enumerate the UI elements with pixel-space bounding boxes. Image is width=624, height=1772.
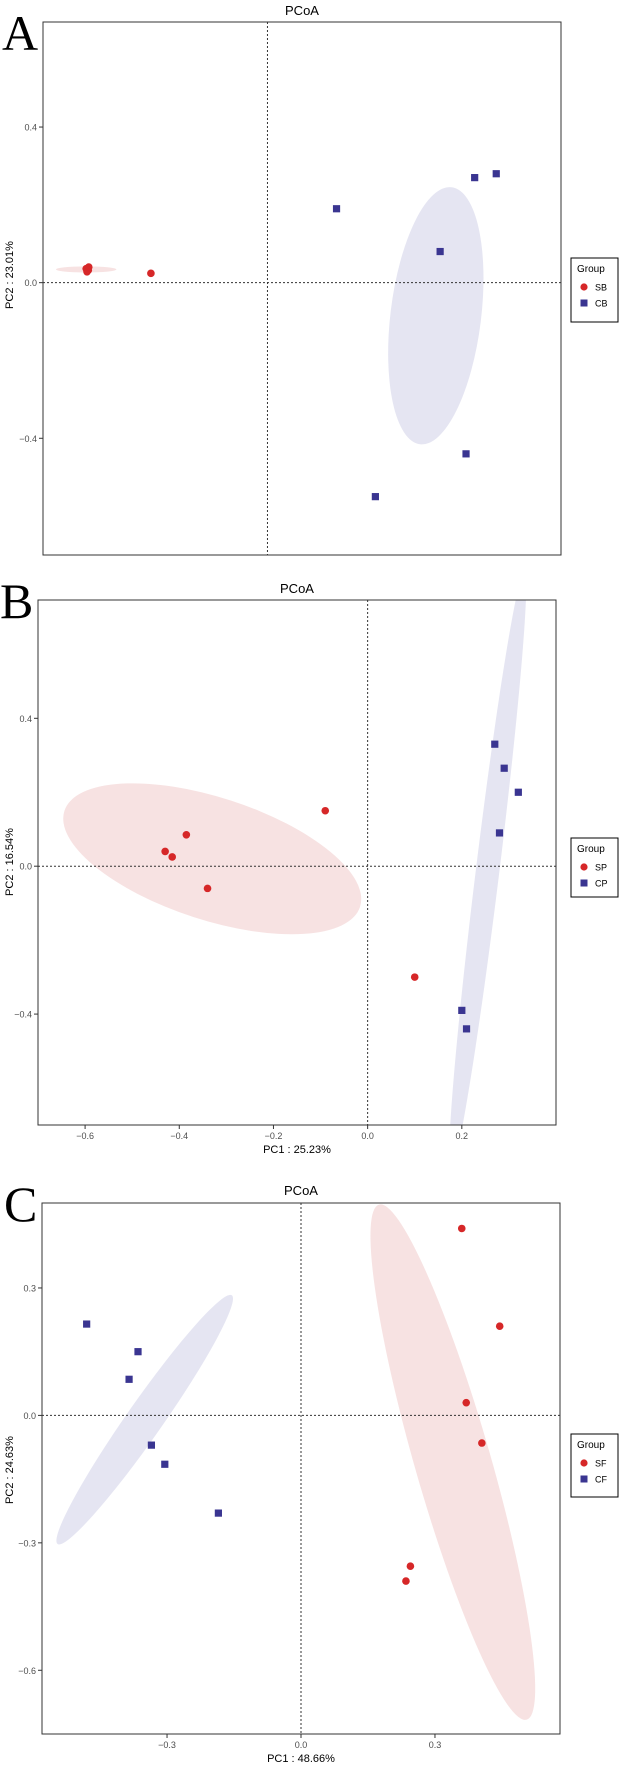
- data-point-cp: [500, 764, 508, 772]
- legend-key-sf: [580, 1459, 588, 1467]
- plot-frame: [37, 599, 557, 1126]
- data-point-sf: [402, 1577, 410, 1585]
- chart-title: PCoA: [280, 581, 314, 596]
- legend: Group SP CP: [570, 837, 619, 898]
- pcoa-panel-b: B PCoA −0.4 0.0 0.4 −0.6 −0.4 −0.2 0.0 0.2 PC1 : 2…: [0, 573, 619, 1156]
- ellipse-layer: [63, 600, 527, 1125]
- data-point-cb: [471, 174, 479, 182]
- y-tick-label: −0.4: [19, 434, 37, 444]
- data-point-cb: [462, 450, 470, 458]
- legend-key-sp: [580, 863, 588, 871]
- chart-title: PCoA: [285, 3, 319, 18]
- legend-box: [570, 1433, 619, 1498]
- data-point-sf: [495, 1322, 504, 1330]
- legend-key-sb: [580, 283, 588, 291]
- x-tick-label: −0.4: [170, 1131, 188, 1141]
- y-tick-label: 0.0: [19, 862, 32, 872]
- data-point-sf: [462, 1398, 471, 1407]
- data-point-cb: [332, 205, 341, 213]
- y-axis-label: PC2 : 23.01%: [4, 241, 16, 309]
- y-tick-label: −0.4: [14, 1010, 32, 1020]
- data-point-sb: [84, 263, 93, 271]
- data-point-sp: [168, 853, 177, 861]
- legend-box: [570, 257, 619, 323]
- data-point-sp: [410, 973, 419, 981]
- data-point-sf: [457, 1224, 466, 1233]
- data-point-cp: [495, 829, 504, 837]
- confidence-ellipse-cp: [449, 600, 527, 1125]
- ellipse-layer: [55, 187, 484, 445]
- panel-letter: B: [0, 573, 33, 629]
- x-tick-label: 0.0: [361, 1131, 374, 1141]
- data-point-sb: [147, 269, 155, 278]
- confidence-ellipse-cf: [56, 1294, 234, 1545]
- legend-label-sf: SF: [595, 1459, 607, 1469]
- y-tick-label: −0.3: [18, 1538, 36, 1548]
- legend-label-cp: CP: [595, 879, 608, 889]
- x-tick-label: −0.6: [76, 1131, 94, 1141]
- y-tick-label: 0.0: [23, 1411, 36, 1421]
- chart-title: PCoA: [284, 1183, 318, 1198]
- data-point-sf: [478, 1439, 486, 1447]
- x-axis-label: PC1 : 25.23%: [263, 1144, 331, 1156]
- data-point-sp: [182, 830, 191, 839]
- y-axis-label: PC2 : 24.63%: [4, 1436, 16, 1504]
- y-tick-label: 0.4: [19, 714, 32, 724]
- y-axis-label: PC2 : 16.54%: [4, 828, 16, 896]
- data-point-cf: [83, 1320, 91, 1328]
- confidence-ellipse-sf: [370, 1204, 536, 1720]
- data-point-sf: [406, 1562, 415, 1571]
- data-point-sp: [203, 884, 212, 893]
- data-point-cb: [436, 247, 444, 256]
- x-tick-label: 0.3: [429, 1740, 442, 1750]
- pcoa-panel-a: A PCoA −0.4 0.0 0.4 PC2 : 23.01% Group SB CB: [2, 3, 619, 556]
- data-point-sp: [321, 806, 330, 815]
- legend-label-sb: SB: [595, 283, 607, 293]
- plot-frame: [42, 21, 562, 556]
- panel-letter: C: [4, 1176, 37, 1232]
- legend-label-cf: CF: [595, 1475, 607, 1485]
- x-tick-label: −0.2: [265, 1131, 283, 1141]
- x-tick-label: 0.2: [456, 1131, 469, 1141]
- legend-title: Group: [577, 1440, 605, 1451]
- panel-letter: A: [2, 5, 38, 61]
- data-point-cf: [161, 1460, 169, 1468]
- pcoa-panel-c: C PCoA −0.6 −0.3 0.0 0.3 −0.3 0.0 0.3 PC1 : 48.66…: [4, 1176, 619, 1765]
- confidence-ellipse-cb: [388, 187, 484, 445]
- data-point-cp: [514, 788, 522, 796]
- x-tick-label: 0.0: [295, 1740, 308, 1750]
- data-point-cb: [371, 493, 379, 501]
- x-axis-label: PC1 : 48.66%: [267, 1753, 335, 1765]
- y-tick-label: 0.4: [24, 123, 37, 133]
- data-point-cp: [462, 1025, 471, 1033]
- legend-title: Group: [577, 844, 605, 855]
- data-point-cf: [125, 1375, 133, 1383]
- y-tick-label: 0.0: [24, 278, 37, 288]
- data-point-cf: [147, 1441, 156, 1449]
- x-tick-label: −0.3: [158, 1740, 176, 1750]
- y-tick-label: −0.6: [18, 1666, 36, 1676]
- legend-label-sp: SP: [595, 863, 607, 873]
- data-point-sp: [161, 847, 169, 856]
- data-point-cp: [458, 1006, 466, 1014]
- confidence-ellipse-sp: [63, 783, 362, 935]
- ellipse-layer: [56, 1204, 536, 1720]
- data-point-cb: [492, 170, 500, 178]
- data-point-cp: [491, 740, 499, 748]
- legend-key-cb: [580, 299, 588, 307]
- legend-label-cb: CB: [595, 299, 608, 309]
- data-point-cf: [134, 1348, 142, 1356]
- legend-key-cp: [580, 879, 588, 887]
- data-point-cf: [214, 1509, 222, 1517]
- legend: Group SF CF: [570, 1433, 619, 1498]
- legend-box: [570, 837, 619, 898]
- y-tick-label: 0.3: [23, 1283, 36, 1293]
- legend-title: Group: [577, 264, 605, 275]
- legend: Group SB CB: [570, 257, 619, 323]
- legend-key-cf: [580, 1475, 588, 1483]
